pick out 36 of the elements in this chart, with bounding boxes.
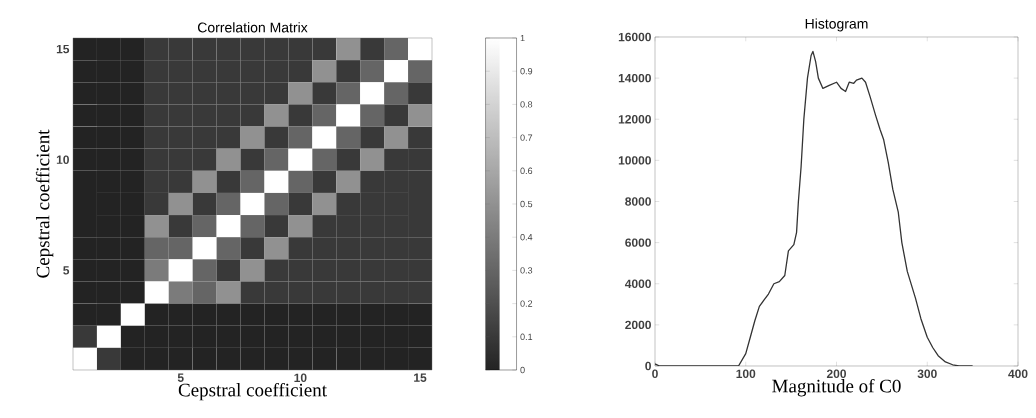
y-tick-label: 14000 bbox=[618, 73, 651, 83]
chart-title: Correlation Matrix bbox=[197, 22, 308, 33]
x-tick-label: 10 bbox=[294, 373, 307, 383]
color-bar-label: 0.3 bbox=[520, 267, 533, 274]
y-tick-label: 15 bbox=[56, 44, 70, 54]
x-axis-title: Magnitude of C0 bbox=[772, 378, 901, 397]
x-tick-label: 5 bbox=[177, 373, 184, 382]
color-bar-label: 0.9 bbox=[520, 68, 533, 75]
color-bar-label: 0.1 bbox=[520, 333, 533, 340]
x-tick-label: 0 bbox=[652, 369, 658, 379]
y-tick-label: 16000 bbox=[618, 32, 651, 42]
color-bar-label: 0.2 bbox=[520, 300, 533, 307]
chart-title: Histogram bbox=[805, 18, 868, 32]
y-tick-label: 6000 bbox=[625, 238, 651, 247]
x-tick-label: 15 bbox=[414, 373, 427, 382]
y-tick-label: 4000 bbox=[624, 279, 651, 288]
line-series bbox=[655, 50, 974, 366]
color-bar-label: 0.5 bbox=[520, 200, 533, 208]
x-tick-label: 100 bbox=[736, 369, 756, 379]
y-tick-label: 10 bbox=[56, 155, 69, 164]
y-tick-label: 8000 bbox=[625, 197, 651, 206]
y-tick-label: 10000 bbox=[618, 156, 651, 165]
y-tick-label: 0 bbox=[645, 361, 651, 371]
y-tick-label: 2000 bbox=[625, 320, 651, 330]
y-tick-label: 12000 bbox=[618, 115, 651, 124]
x-tick-label: 200 bbox=[826, 369, 847, 379]
y-axis-title: Cepstral coefficient bbox=[35, 129, 54, 278]
color-bar-label: 0.7 bbox=[520, 134, 533, 141]
x-axis-title: Cepstral coefficient bbox=[178, 382, 327, 401]
color-bar-label: 0.8 bbox=[520, 101, 533, 108]
color-bar-label: 1 bbox=[520, 34, 525, 42]
x-tick-label: 400 bbox=[1008, 369, 1028, 379]
color-bar-label: 0.4 bbox=[520, 234, 533, 241]
x-tick-label: 300 bbox=[917, 369, 937, 379]
color-bar-label: 0.6 bbox=[520, 167, 533, 174]
y-tick-label: 5 bbox=[63, 266, 70, 275]
